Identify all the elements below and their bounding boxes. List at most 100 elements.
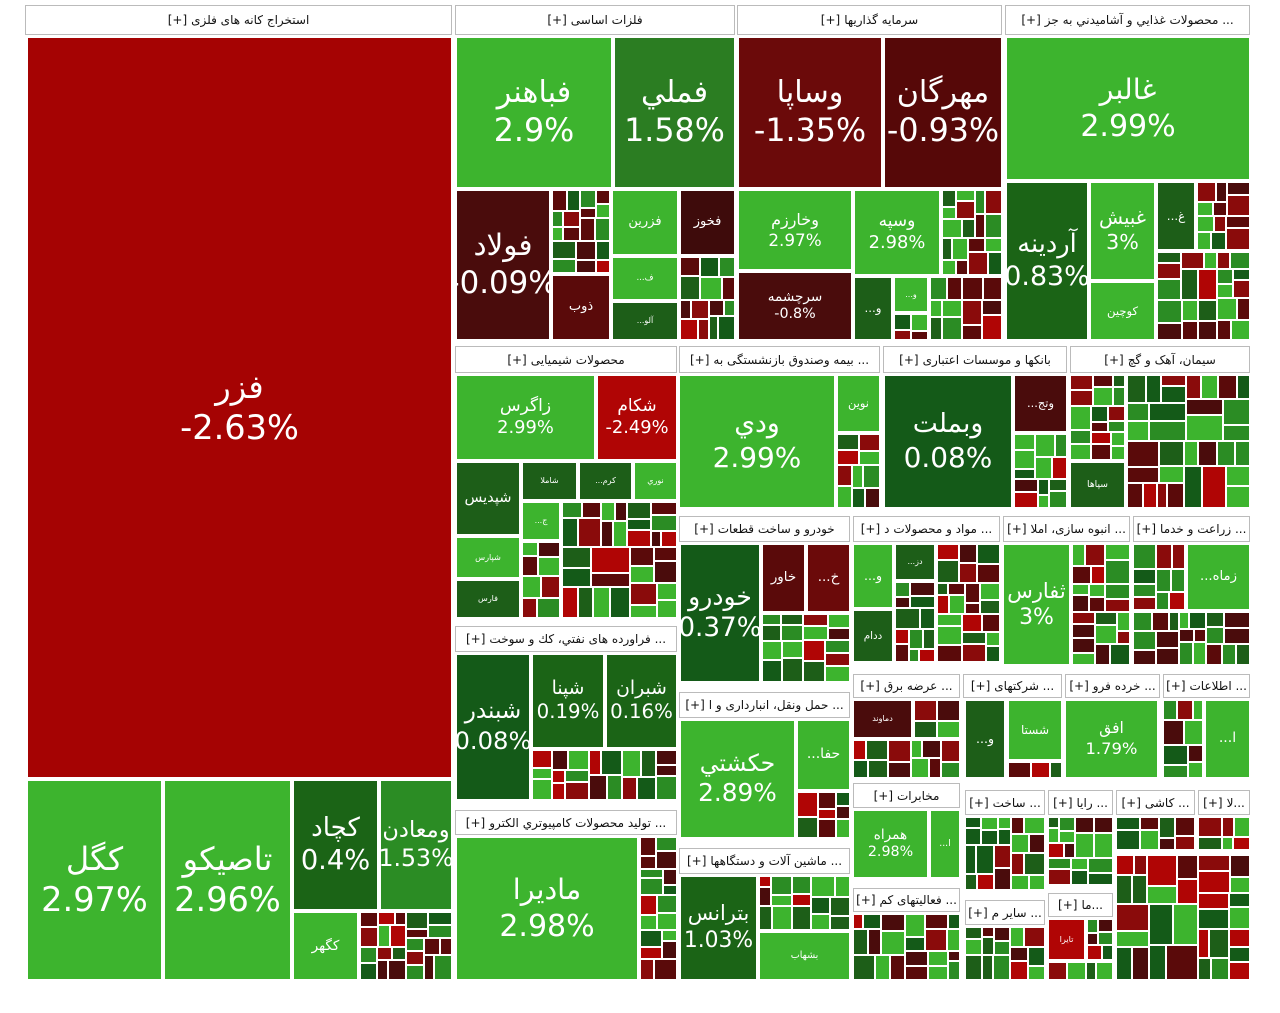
stock-tile[interactable]: فملي 1.58% bbox=[614, 37, 735, 188]
stock-tile[interactable]: فولاد-0.09% bbox=[456, 190, 550, 340]
small-tile bbox=[914, 721, 937, 738]
stock-tile[interactable]: ...کرم bbox=[579, 462, 632, 500]
sector-header[interactable]: محصولات شیمیایی [+] bbox=[455, 346, 677, 373]
sector-header[interactable]: سرمایه گذاریها [+] bbox=[737, 5, 1002, 35]
stock-tile[interactable]: شبران 0.16% bbox=[606, 654, 677, 748]
stock-tile[interactable]: تاصیکو 2.96% bbox=[164, 780, 291, 980]
small-tile bbox=[911, 758, 929, 778]
stock-tile[interactable]: ...خ bbox=[807, 544, 850, 612]
stock-tile[interactable]: تایرا bbox=[1048, 919, 1085, 960]
stock-tile[interactable]: ...ف bbox=[612, 257, 678, 300]
stock-tile[interactable]: مهرگان -0.93% bbox=[884, 37, 1002, 188]
stock-tile[interactable]: شپدیس bbox=[456, 462, 520, 535]
stock-tile[interactable]: بترانس 1.03% bbox=[680, 876, 757, 980]
sector-header[interactable]: استخراج کانه های فلزی [+] bbox=[25, 5, 452, 35]
stock-tile[interactable]: ثفارس 3% bbox=[1003, 544, 1070, 665]
stock-tile[interactable]: زاگرس 2.99% bbox=[456, 375, 595, 460]
sector-header[interactable]: ... رایا [+] bbox=[1048, 790, 1113, 815]
stock-tile[interactable]: خودرو 0.37% bbox=[680, 544, 760, 682]
stock-tile[interactable]: افق 1.79% bbox=[1065, 700, 1158, 778]
stock-tile[interactable]: وساپا -1.35% bbox=[738, 37, 882, 188]
sector-header[interactable]: ... خرده فرو [+] bbox=[1065, 674, 1160, 698]
sector-header[interactable]: ...ما [+] bbox=[1048, 893, 1113, 917]
stock-tile[interactable]: شکام -2.49% bbox=[597, 375, 677, 460]
small-tile bbox=[837, 465, 852, 486]
stock-tile[interactable]: ...و bbox=[853, 544, 893, 608]
sector-header[interactable]: ... بیمه وصندوق بازنشستگی به [+] bbox=[679, 346, 880, 373]
sector-header[interactable]: ... عرضه برق [+] bbox=[853, 674, 960, 698]
stock-tile[interactable]: وبملت 0.08% bbox=[884, 375, 1012, 508]
stock-tile[interactable]: ...ج bbox=[522, 502, 560, 540]
sector-header[interactable]: ... حمل ونقل، انبارداری و ا [+] bbox=[679, 692, 850, 718]
stock-tile[interactable]: ذوب bbox=[552, 275, 610, 340]
stock-tile[interactable]: شستا bbox=[1008, 700, 1062, 760]
sector-header[interactable]: ... مواد و محصولات د [+] bbox=[853, 516, 1000, 542]
sector-header[interactable]: ... شرکتهای [+] bbox=[963, 674, 1062, 698]
stock-tile[interactable]: غالبر 2.99% bbox=[1006, 37, 1250, 180]
sector-header[interactable]: مخابرات [+] bbox=[853, 783, 960, 808]
stock-tile[interactable]: ...دز bbox=[895, 544, 935, 580]
stock-tile[interactable]: ...زماه bbox=[1187, 544, 1250, 610]
stock-tile[interactable]: ...وتج bbox=[1014, 375, 1067, 432]
stock-tile[interactable]: آردینه 0.83% bbox=[1006, 182, 1088, 340]
stock-tile[interactable]: غبیش 3% bbox=[1090, 182, 1155, 280]
stock-tile[interactable]: ...و bbox=[854, 277, 892, 340]
stock-tile[interactable]: فزرین bbox=[612, 190, 678, 255]
stock-tile[interactable]: خاور bbox=[762, 544, 805, 612]
stock-change: 2.98% bbox=[867, 843, 914, 860]
stock-tile[interactable]: ...ا bbox=[1205, 700, 1250, 778]
small-tile bbox=[601, 521, 613, 547]
stock-tile[interactable]: ...آلو bbox=[612, 302, 678, 340]
small-tile bbox=[1064, 843, 1075, 858]
sector-header[interactable]: بانکها و موسسات اعتباری [+] bbox=[883, 346, 1067, 373]
stock-tile[interactable]: همراه 2.98% bbox=[853, 810, 928, 878]
stock-tile[interactable]: کچاد 0.4% bbox=[293, 780, 378, 910]
sector-header[interactable]: ... انبوه سازی، املا [+] bbox=[1003, 516, 1130, 542]
sector-header[interactable]: ... سایر م [+] bbox=[965, 900, 1045, 925]
sector-header[interactable]: ...لا [+] bbox=[1198, 790, 1250, 815]
stock-tile[interactable]: ودي 2.99% bbox=[679, 375, 835, 508]
stock-tile[interactable]: حکشتي 2.89% bbox=[680, 720, 795, 838]
sector-title: ... زراعت و خدما bbox=[1160, 522, 1247, 536]
sector-header[interactable]: ... ماشین آلات و دستگاهها [+] bbox=[679, 848, 850, 874]
sector-header[interactable]: خودرو و ساخت قطعات [+] bbox=[679, 516, 850, 542]
stock-tile[interactable]: نوري bbox=[634, 462, 677, 500]
stock-tile[interactable]: ...غ bbox=[1157, 182, 1195, 250]
sector-header[interactable]: ... فعالیتهای کم [+] bbox=[853, 888, 960, 912]
small-tile bbox=[797, 817, 818, 838]
stock-tile[interactable]: ددام bbox=[853, 610, 893, 662]
stock-tile[interactable]: شاملا bbox=[522, 462, 577, 500]
stock-tile[interactable]: نوین bbox=[837, 375, 880, 432]
stock-tile[interactable]: شبندر 0.08% bbox=[456, 654, 530, 800]
sector-header[interactable]: ... اطلاعات [+] bbox=[1163, 674, 1250, 698]
stock-tile[interactable]: ...حفا bbox=[797, 720, 850, 790]
stock-tile[interactable]: کگل 2.97% bbox=[27, 780, 162, 980]
stock-tile[interactable]: ...و bbox=[894, 277, 928, 312]
stock-tile[interactable]: وخارزم 2.97% bbox=[738, 190, 852, 270]
sector-header[interactable]: ... تولید محصولات کامپیوتري الکترو [+] bbox=[455, 810, 677, 835]
sector-header[interactable]: ... ساخت [+] bbox=[965, 790, 1045, 815]
stock-tile[interactable]: وسپه 2.98% bbox=[854, 190, 940, 275]
sector-header[interactable]: سیمان، آهک و گچ [+] bbox=[1070, 346, 1250, 373]
stock-tile[interactable]: سپاها bbox=[1070, 462, 1125, 508]
sector-header[interactable]: فلزات اساسی [+] bbox=[455, 5, 735, 35]
stock-tile[interactable]: فارس bbox=[456, 580, 520, 618]
stock-tile[interactable]: سرچشمه -0.8% bbox=[738, 272, 852, 340]
stock-tile[interactable]: دماوند bbox=[853, 700, 912, 738]
sector-header[interactable]: ... زراعت و خدما [+] bbox=[1133, 516, 1250, 542]
stock-tile[interactable]: ...ا bbox=[930, 810, 960, 878]
stock-tile[interactable]: کوچین bbox=[1090, 282, 1155, 340]
stock-tile[interactable]: شپارس bbox=[456, 537, 520, 578]
sector-header[interactable]: ... کاشی [+] bbox=[1116, 790, 1195, 815]
stock-tile[interactable]: ...و bbox=[965, 700, 1005, 778]
stock-tile[interactable]: ومعادن 1.53% bbox=[380, 780, 452, 910]
sector-header[interactable]: ... محصولات غذايي و آشاميدني به جز [+] bbox=[1005, 5, 1250, 35]
stock-tile[interactable]: فزر -2.63% bbox=[27, 37, 452, 778]
sector-header[interactable]: ... فراورده های نفتي، کك و سوخت [+] bbox=[455, 626, 677, 652]
stock-tile[interactable]: فخوز bbox=[680, 190, 735, 255]
stock-tile[interactable]: مادیرا 2.98% bbox=[456, 837, 638, 980]
stock-tile[interactable]: کگهر bbox=[293, 912, 358, 980]
stock-tile[interactable]: فباهنر 2.9% bbox=[456, 37, 612, 188]
stock-tile[interactable]: شپنا 0.19% bbox=[532, 654, 604, 748]
stock-tile[interactable]: بشهاب bbox=[759, 932, 850, 980]
